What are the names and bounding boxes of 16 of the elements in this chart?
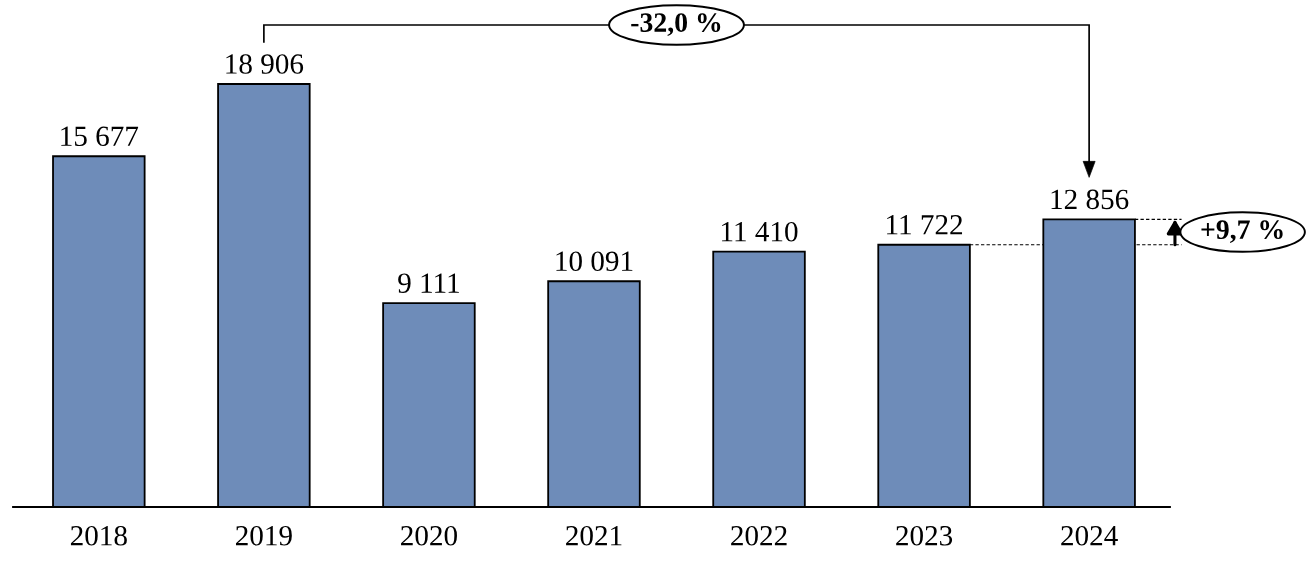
data-label: 12 856: [1051, 189, 1129, 210]
x-tick-label: 2021: [566, 525, 622, 546]
data-label: 10 091: [556, 251, 633, 272]
x-tick-label: 2023: [896, 525, 953, 546]
text: +9,7 %: [1201, 220, 1283, 244]
data-label: 11 410: [722, 221, 798, 242]
data-label: 11 722: [887, 215, 963, 235]
x-tick-label: 2020: [401, 525, 457, 546]
data-label: 15 677: [61, 126, 139, 147]
x-tick-label: 2022: [731, 525, 787, 546]
data-label: 18 906: [226, 54, 304, 74]
x-tick-label: 2018: [70, 525, 127, 546]
text: -32,0 %: [631, 13, 721, 36]
data-label: 9 111: [398, 273, 459, 294]
x-tick-label: 2019: [235, 525, 292, 546]
x-tick-label: 2024: [1061, 525, 1118, 546]
